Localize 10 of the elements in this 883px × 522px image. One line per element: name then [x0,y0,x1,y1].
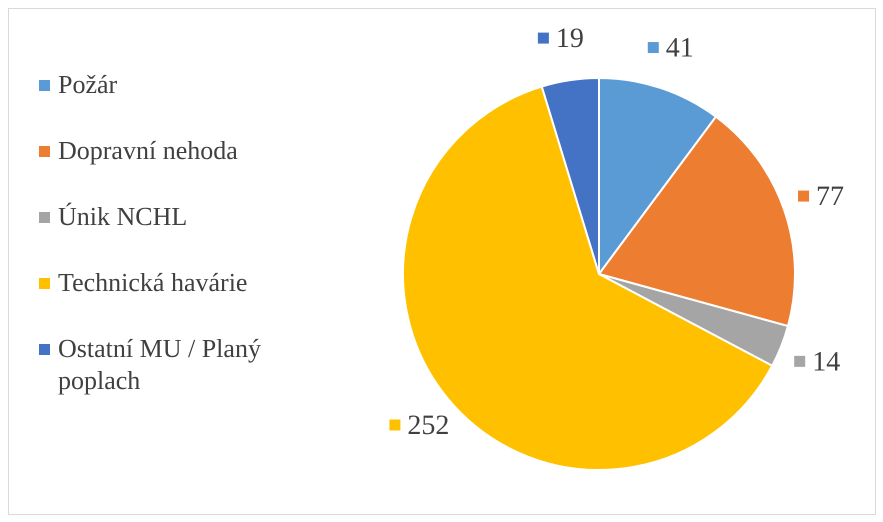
legend-label: Ostatní MU / Planý poplach [58,333,262,397]
legend-label: Únik NCHL [58,201,188,233]
legend-label: Požár [58,69,118,101]
legend-label: Dopravní nehoda [58,135,239,167]
data-label: 77 [816,181,844,212]
data-label: 252 [407,410,450,441]
data-label: 14 [812,346,840,378]
data-label: 41 [666,32,694,64]
data-label: 19 [556,23,584,54]
legend-label: Technická havárie [58,267,248,299]
